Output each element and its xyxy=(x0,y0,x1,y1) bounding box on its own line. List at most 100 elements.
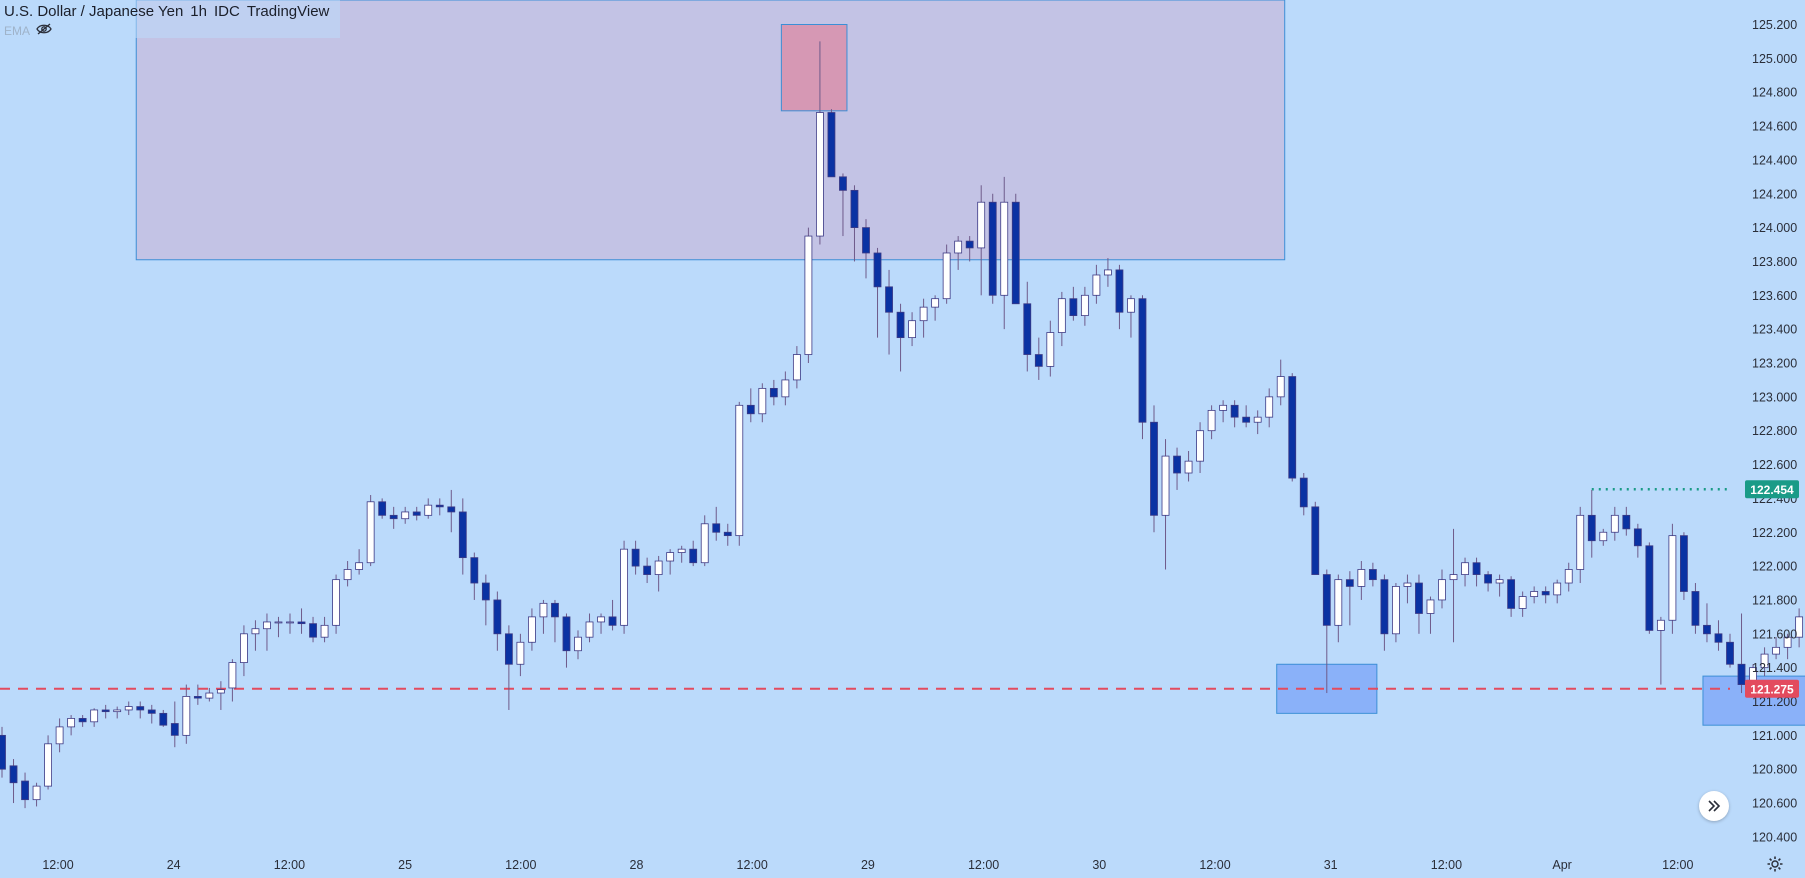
candle-down[interactable] xyxy=(1299,477,1308,508)
candle-down[interactable] xyxy=(1703,624,1711,635)
candle-up[interactable] xyxy=(424,504,433,516)
candle-up[interactable] xyxy=(1495,579,1504,584)
candle-up[interactable] xyxy=(32,785,41,801)
candle-up[interactable] xyxy=(1057,298,1066,333)
candle-down[interactable] xyxy=(21,780,29,801)
candle-down[interactable] xyxy=(1311,506,1320,575)
candle-down[interactable] xyxy=(435,504,444,508)
candle-down[interactable] xyxy=(1541,591,1550,596)
candle-down[interactable] xyxy=(1345,579,1354,587)
candle-down[interactable] xyxy=(193,696,202,699)
candle-down[interactable] xyxy=(1242,416,1251,423)
candle-up[interactable] xyxy=(67,718,76,728)
candle-down[interactable] xyxy=(309,623,317,638)
candle-up[interactable] xyxy=(228,662,237,689)
candle-up[interactable] xyxy=(182,696,191,736)
candle-down[interactable] xyxy=(1115,269,1124,313)
candle-down[interactable] xyxy=(839,176,847,191)
candle-up[interactable] xyxy=(528,616,536,643)
candle-up[interactable] xyxy=(792,354,801,381)
candle-up[interactable] xyxy=(1449,574,1458,581)
candle-down[interactable] xyxy=(850,189,859,229)
candle-down[interactable] xyxy=(378,501,387,516)
candle-up[interactable] xyxy=(1080,294,1089,317)
candle-up[interactable] xyxy=(263,621,271,630)
candle-up[interactable] xyxy=(55,726,64,745)
candle-down[interactable] xyxy=(862,227,870,254)
candle-down[interactable] xyxy=(0,734,6,770)
time-axis[interactable]: 12:00 24 12:00 25 12:00 28 12:00 29 12:00 30 12:00… xyxy=(42,858,1693,872)
candle-down[interactable] xyxy=(551,602,559,618)
candle-down[interactable] xyxy=(481,582,490,601)
candle-up[interactable] xyxy=(620,548,628,626)
candle-up[interactable] xyxy=(1392,586,1400,635)
candle-down[interactable] xyxy=(147,709,156,714)
candle-down[interactable] xyxy=(689,548,698,564)
candle-up[interactable] xyxy=(597,616,605,623)
indicator-label[interactable]: EMA xyxy=(4,23,31,38)
candle-up[interactable] xyxy=(216,689,225,694)
candle-down[interactable] xyxy=(1484,574,1492,584)
candle-up[interactable] xyxy=(1334,579,1343,626)
candle-down[interactable] xyxy=(723,531,732,537)
candle-up[interactable] xyxy=(205,692,214,699)
candle-down[interactable] xyxy=(493,599,502,635)
candle-up[interactable] xyxy=(366,501,375,564)
candle-down[interactable] xyxy=(1322,574,1331,626)
candle-down[interactable] xyxy=(447,506,456,513)
candle-up[interactable] xyxy=(355,562,364,570)
candle-up[interactable] xyxy=(1795,616,1804,638)
candle-up[interactable] xyxy=(677,548,686,553)
candle-up[interactable] xyxy=(1772,646,1780,655)
candle-down[interactable] xyxy=(827,112,836,178)
candle-down[interactable] xyxy=(885,286,893,313)
candle-up[interactable] xyxy=(666,552,675,562)
candle-down[interactable] xyxy=(1011,201,1020,305)
candle-down[interactable] xyxy=(9,765,18,784)
candle-down[interactable] xyxy=(965,240,974,249)
candle-down[interactable] xyxy=(1023,303,1032,355)
candle-up[interactable] xyxy=(1161,455,1170,516)
candle-down[interactable] xyxy=(297,621,306,625)
candle-down[interactable] xyxy=(1173,455,1181,474)
candle-up[interactable] xyxy=(1668,535,1677,621)
candle-down[interactable] xyxy=(412,511,421,516)
candle-down[interactable] xyxy=(1691,591,1700,626)
candle-down[interactable] xyxy=(1034,354,1043,367)
candle-up[interactable] xyxy=(1046,332,1055,367)
eye-hidden-icon[interactable] xyxy=(36,23,52,38)
candle-up[interactable] xyxy=(1127,298,1135,313)
candle-down[interactable] xyxy=(1069,298,1078,317)
candle-up[interactable] xyxy=(1104,269,1112,276)
candle-up[interactable] xyxy=(320,624,329,638)
candle-down[interactable] xyxy=(1714,633,1723,643)
interval-label[interactable]: 1h xyxy=(190,3,207,20)
candle-down[interactable] xyxy=(136,706,145,711)
candle-down[interactable] xyxy=(170,723,179,736)
candle-down[interactable] xyxy=(1507,579,1516,609)
candle-up[interactable] xyxy=(1265,396,1274,418)
resistance-zone-0[interactable] xyxy=(135,0,1286,261)
candle-up[interactable] xyxy=(1760,653,1769,669)
candle-down[interactable] xyxy=(1587,514,1596,542)
candle-down[interactable] xyxy=(873,252,882,288)
candle-up[interactable] xyxy=(516,641,525,665)
gear-icon[interactable] xyxy=(1766,855,1784,873)
candle-up[interactable] xyxy=(1207,409,1216,432)
candle-down[interactable] xyxy=(389,514,398,520)
candle-up[interactable] xyxy=(44,743,52,787)
candle-down[interactable] xyxy=(1726,641,1734,665)
candle-up[interactable] xyxy=(1426,599,1435,614)
indicator-row[interactable]: EMA xyxy=(4,23,336,38)
candle-down[interactable] xyxy=(1380,579,1389,635)
candle-up[interactable] xyxy=(251,628,260,635)
candle-up[interactable] xyxy=(700,523,709,564)
candle-up[interactable] xyxy=(735,404,744,537)
candle-down[interactable] xyxy=(1138,298,1147,423)
candle-down[interactable] xyxy=(608,616,617,626)
candle-down[interactable] xyxy=(712,523,721,533)
candle-up[interactable] xyxy=(1403,582,1412,587)
scroll-to-realtime-button[interactable] xyxy=(1699,791,1729,821)
candle-up[interactable] xyxy=(1184,460,1193,474)
